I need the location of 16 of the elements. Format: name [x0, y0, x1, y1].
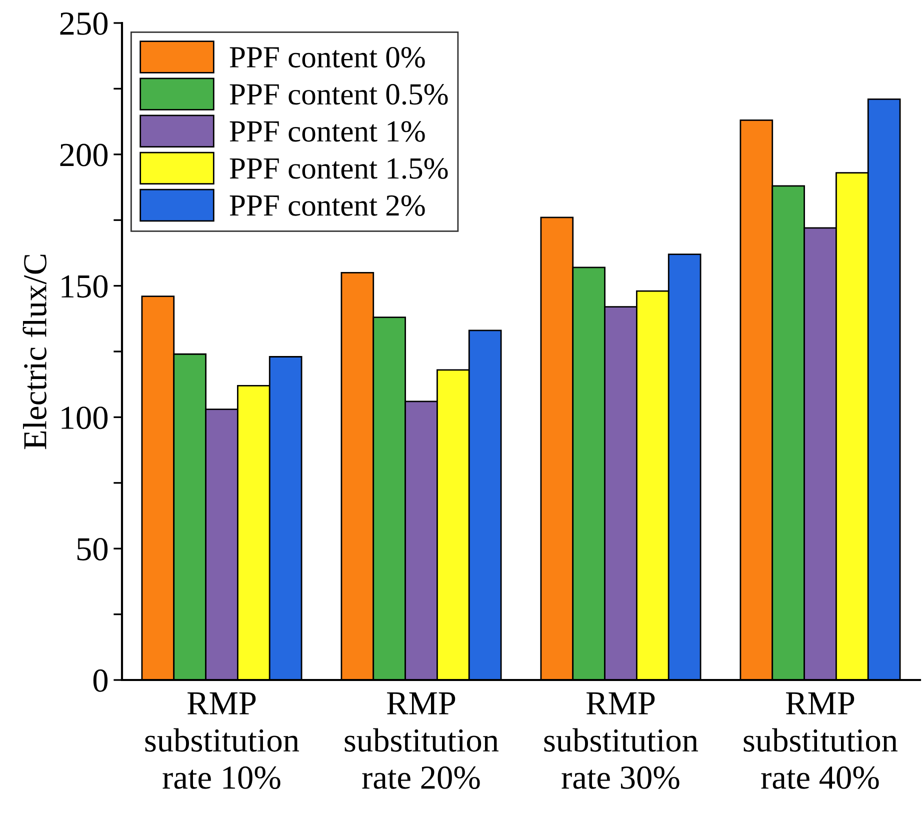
- y-axis-title: Electric flux/C: [22, 254, 46, 450]
- x-tick-label: RMP substitution rate 40%: [744, 692, 898, 790]
- y-tick-label: 0: [93, 669, 108, 692]
- x-tick-label: RMP substitution rate 20%: [344, 692, 499, 790]
- y-tick-label: 100: [62, 406, 108, 430]
- x-tick-label: RMP substitution rate 30%: [544, 692, 698, 790]
- y-tick-label: 50: [77, 538, 108, 560]
- y-tick-label: 250: [60, 12, 108, 35]
- legend-label: PPF content 1%: [230, 121, 425, 142]
- legend-label: PPF content 0%: [230, 46, 425, 68]
- y-tick-label: 150: [62, 275, 108, 298]
- legend-label: PPF content 1.5%: [230, 158, 448, 179]
- legend-label: PPF content 2%: [230, 195, 425, 216]
- legend-label: PPF content 0.5%: [230, 84, 448, 105]
- y-tick-label: 200: [60, 144, 108, 166]
- x-tick-label: RMP substitution rate 10%: [145, 692, 300, 790]
